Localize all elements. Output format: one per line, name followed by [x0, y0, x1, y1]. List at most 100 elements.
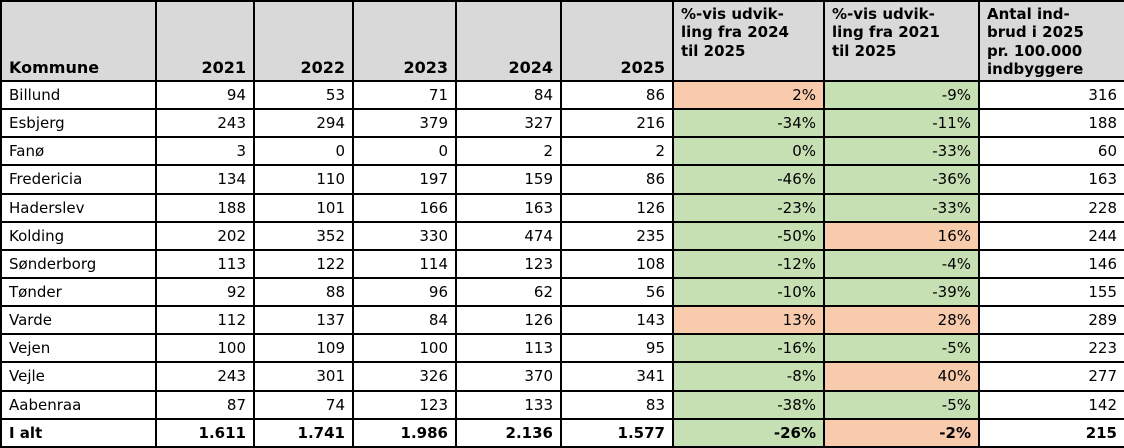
year-value-cell-y2024: 123 [455, 248, 562, 279]
pct-change-2021-2025-cell: -4% [823, 248, 980, 279]
per-100k-cell: 289 [978, 305, 1124, 336]
column-header-kommune: Kommune [0, 0, 157, 82]
table-row-aabenraa: Aabenraa 87 74 123 133 83 -38% -5% 142 [0, 389, 1124, 420]
year-value-cell-y2025: 143 [560, 305, 674, 336]
column-header-y2021: 2021 [155, 0, 255, 82]
pct-change-2024-2025-cell: 13% [672, 305, 825, 336]
year-value-cell-y2025: 86 [560, 164, 674, 195]
year-value-cell-y2021: 92 [155, 276, 255, 308]
kommune-cell: Tønder [0, 276, 157, 308]
kommune-cell: Fanø [0, 136, 157, 167]
pct-change-2021-2025-cell: -36% [823, 164, 980, 195]
year-value-cell-y2022: 122 [253, 248, 354, 279]
year-value-cell-y2024: 62 [455, 276, 562, 308]
column-header-y2025: 2025 [560, 0, 674, 82]
per-100k-cell: 163 [978, 164, 1124, 195]
year-value-cell-y2022: 53 [253, 79, 354, 111]
year-value-cell-y2023: 330 [352, 220, 457, 251]
table-row-vejen: Vejen 100 109 100 113 95 -16% -5% 223 [0, 333, 1124, 364]
kommune-cell: Vejle [0, 361, 157, 392]
year-value-cell-y2025: 86 [560, 79, 674, 111]
year-value-cell-y2024: 2.136 [455, 417, 562, 448]
year-value-cell-y2025: 1.577 [560, 417, 674, 448]
per-100k-cell: 316 [978, 79, 1124, 111]
per-100k-cell: 215 [978, 417, 1124, 448]
year-value-cell-y2021: 100 [155, 333, 255, 364]
pct-change-2021-2025-cell: -5% [823, 389, 980, 420]
year-value-cell-y2023: 197 [352, 164, 457, 195]
pct-change-2024-2025-cell: -23% [672, 192, 825, 223]
pct-change-2021-2025-cell: 16% [823, 220, 980, 251]
year-value-cell-y2021: 112 [155, 305, 255, 336]
year-value-cell-y2025: 126 [560, 192, 674, 223]
pct-change-2021-2025-cell: -33% [823, 136, 980, 167]
year-value-cell-y2024: 2 [455, 136, 562, 167]
per-100k-cell: 60 [978, 136, 1124, 167]
per-100k-cell: 223 [978, 333, 1124, 364]
pct-change-2024-2025-cell: -38% [672, 389, 825, 420]
kommune-cell: Vejen [0, 333, 157, 364]
year-value-cell-y2023: 123 [352, 389, 457, 420]
year-value-cell-y2022: 0 [253, 136, 354, 167]
table-row-vejle: Vejle 243 301 326 370 341 -8% 40% 277 [0, 361, 1124, 392]
year-value-cell-y2023: 166 [352, 192, 457, 223]
year-value-cell-y2023: 100 [352, 333, 457, 364]
year-value-cell-y2025: 95 [560, 333, 674, 364]
year-value-cell-y2022: 137 [253, 305, 354, 336]
table-row-kolding: Kolding 202 352 330 474 235 -50% 16% 244 [0, 220, 1124, 251]
year-value-cell-y2021: 87 [155, 389, 255, 420]
year-value-cell-y2025: 216 [560, 108, 674, 139]
pct-change-2024-2025-cell: -10% [672, 276, 825, 308]
year-value-cell-y2022: 301 [253, 361, 354, 392]
table-body: Billund 94 53 71 84 86 2% -9% 316 Esbjerg 243 294 37… [0, 79, 1124, 448]
year-value-cell-y2021: 113 [155, 248, 255, 279]
year-value-cell-y2023: 114 [352, 248, 457, 279]
kommune-cell: Aabenraa [0, 389, 157, 420]
pct-change-2021-2025-cell: -33% [823, 192, 980, 223]
year-value-cell-y2025: 108 [560, 248, 674, 279]
pct-change-2024-2025-cell: -26% [672, 417, 825, 448]
pct-change-2024-2025-cell: -46% [672, 164, 825, 195]
per-100k-cell: 155 [978, 276, 1124, 308]
kommune-cell: Sønderborg [0, 248, 157, 279]
per-100k-cell: 228 [978, 192, 1124, 223]
year-value-cell-y2023: 0 [352, 136, 457, 167]
year-value-cell-y2024: 126 [455, 305, 562, 336]
year-value-cell-y2022: 352 [253, 220, 354, 251]
column-header-per_100k: Antal ind- brud i 2025 pr. 100.000 indby… [978, 0, 1124, 82]
table-row-esbjerg: Esbjerg 243 294 379 327 216 -34% -11% 188 [0, 108, 1124, 139]
year-value-cell-y2022: 110 [253, 164, 354, 195]
year-value-cell-y2021: 1.611 [155, 417, 255, 448]
pct-change-2024-2025-cell: -34% [672, 108, 825, 139]
year-value-cell-y2024: 113 [455, 333, 562, 364]
kommune-cell: Billund [0, 79, 157, 111]
column-header-pct_2024_2025: %-vis udvik- ling fra 2024 til 2025 [672, 0, 825, 82]
pct-change-2024-2025-cell: 0% [672, 136, 825, 167]
year-value-cell-y2024: 133 [455, 389, 562, 420]
per-100k-cell: 244 [978, 220, 1124, 251]
pct-change-2021-2025-cell: -5% [823, 333, 980, 364]
year-value-cell-y2022: 109 [253, 333, 354, 364]
year-value-cell-y2024: 327 [455, 108, 562, 139]
pct-change-2021-2025-cell: 40% [823, 361, 980, 392]
column-header-y2023: 2023 [352, 0, 457, 82]
year-value-cell-y2025: 56 [560, 276, 674, 308]
pct-change-2021-2025-cell: -9% [823, 79, 980, 111]
year-value-cell-y2022: 88 [253, 276, 354, 308]
year-value-cell-y2023: 84 [352, 305, 457, 336]
table-row-soenderborg: Sønderborg 113 122 114 123 108 -12% -4% 146 [0, 248, 1124, 279]
year-value-cell-y2021: 3 [155, 136, 255, 167]
year-value-cell-y2023: 379 [352, 108, 457, 139]
table-row-billund: Billund 94 53 71 84 86 2% -9% 316 [0, 79, 1124, 111]
year-value-cell-y2025: 235 [560, 220, 674, 251]
table-row-fredericia: Fredericia 134 110 197 159 86 -46% -36% 163 [0, 164, 1124, 195]
year-value-cell-y2023: 96 [352, 276, 457, 308]
year-value-cell-y2025: 2 [560, 136, 674, 167]
year-value-cell-y2023: 326 [352, 361, 457, 392]
year-value-cell-y2023: 1.986 [352, 417, 457, 448]
year-value-cell-y2022: 294 [253, 108, 354, 139]
pct-change-2024-2025-cell: -16% [672, 333, 825, 364]
year-value-cell-y2024: 163 [455, 192, 562, 223]
pct-change-2024-2025-cell: -8% [672, 361, 825, 392]
